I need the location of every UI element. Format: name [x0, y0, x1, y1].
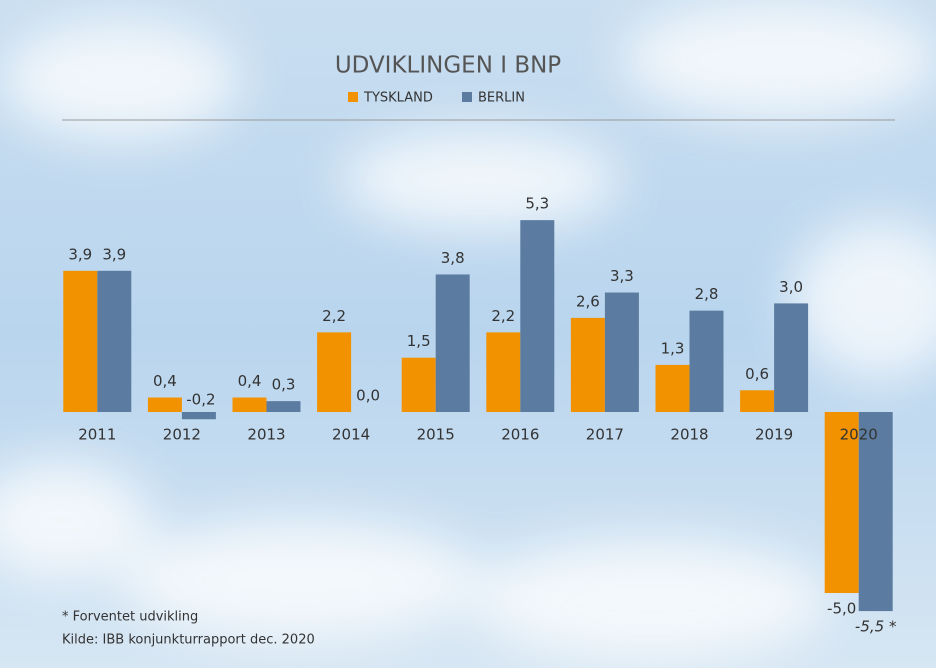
- bar: [233, 398, 267, 412]
- value-label: 2,2: [491, 307, 515, 325]
- bar: [436, 274, 470, 412]
- bar: [605, 293, 639, 412]
- value-label: 3,9: [102, 245, 126, 263]
- bar: [774, 303, 808, 412]
- value-label: 3,3: [610, 267, 634, 285]
- x-tick-label: 2020: [840, 426, 878, 444]
- value-label: -5,5 *: [855, 618, 897, 636]
- bar: [97, 271, 131, 412]
- value-label: 3,8: [441, 249, 465, 267]
- bar: [520, 220, 554, 412]
- bar: [571, 318, 605, 412]
- value-label: 0,0: [356, 387, 380, 405]
- value-label: 1,5: [407, 332, 431, 350]
- bar: [656, 365, 690, 412]
- x-tick-label: 2014: [332, 426, 370, 444]
- legend-label: TYSKLAND: [363, 91, 433, 106]
- bar: [740, 390, 774, 412]
- value-label: 2,2: [322, 307, 346, 325]
- value-label: 3,0: [779, 278, 803, 296]
- legend-swatch: [348, 92, 358, 102]
- x-tick-label: 2012: [163, 426, 201, 444]
- legend-label: BERLIN: [478, 91, 525, 106]
- x-tick-label: 2013: [247, 426, 285, 444]
- value-label: 0,4: [153, 372, 177, 390]
- x-tick-label: 2017: [586, 426, 624, 444]
- value-label: 1,3: [661, 339, 685, 357]
- value-label: 0,4: [238, 372, 262, 390]
- value-label: 2,6: [576, 292, 600, 310]
- bar: [63, 271, 97, 412]
- x-tick-label: 2018: [670, 426, 708, 444]
- value-label: 2,8: [695, 285, 719, 303]
- x-tick-label: 2019: [755, 426, 793, 444]
- value-label: 0,6: [745, 365, 769, 383]
- x-tick-label: 2016: [501, 426, 539, 444]
- x-tick-label: 2015: [417, 426, 455, 444]
- bar: [267, 401, 301, 412]
- bar: [486, 332, 520, 412]
- value-label: -5,0: [827, 600, 856, 618]
- bar: [148, 398, 182, 412]
- value-label: 5,3: [525, 195, 549, 213]
- bar: [690, 311, 724, 412]
- value-label: -0,2: [186, 391, 215, 409]
- legend-swatch: [462, 92, 472, 102]
- footnote: Kilde: IBB konjunkturrapport dec. 2020: [62, 633, 315, 648]
- bar: [402, 358, 436, 412]
- footnote: * Forventet udvikling: [62, 610, 198, 625]
- bar: [182, 412, 216, 419]
- bar: [317, 332, 351, 412]
- chart-title: UDVIKLINGEN I BNP: [335, 53, 561, 79]
- value-label: 3,9: [68, 245, 92, 263]
- x-tick-label: 2011: [78, 426, 116, 444]
- value-label: 0,3: [272, 376, 296, 394]
